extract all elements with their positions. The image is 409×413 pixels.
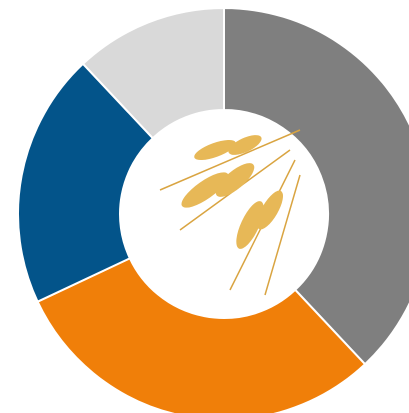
segments: [17, 6, 409, 413]
wheat-image: [159, 129, 301, 296]
donut-segment: [223, 6, 409, 366]
center-hole: [120, 110, 328, 318]
